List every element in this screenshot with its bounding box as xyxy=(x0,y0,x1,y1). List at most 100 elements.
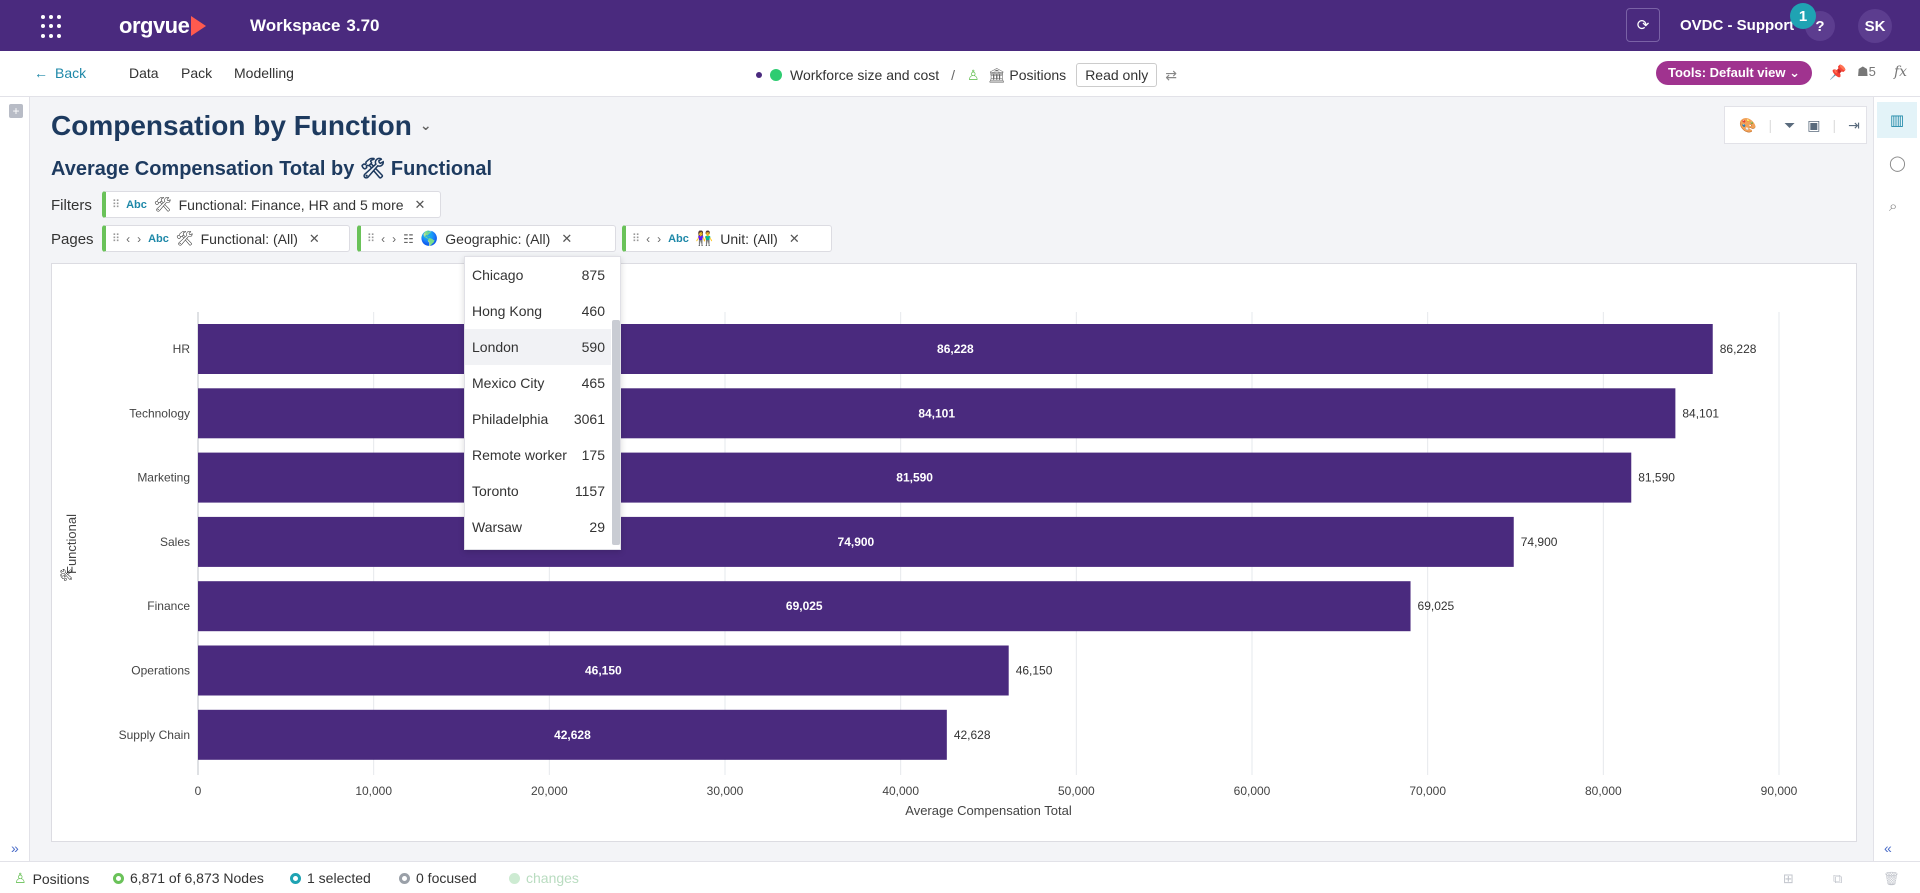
expand-left-icon[interactable]: » xyxy=(11,840,19,856)
chevron-left-icon[interactable]: ‹ xyxy=(126,231,131,246)
chevron-right-icon[interactable]: › xyxy=(137,231,142,246)
sync-icon: ⟳ xyxy=(1636,17,1650,34)
dropdown-item[interactable]: Hong Kong 460 xyxy=(465,293,611,329)
close-icon[interactable]: ✕ xyxy=(561,230,573,246)
dropdown-item[interactable]: Chicago 875 xyxy=(465,257,611,293)
palette-icon[interactable]: 🎨 xyxy=(1739,116,1757,133)
dropdown-item-name: Philadelphia xyxy=(472,411,549,427)
dropdown-scrollbar[interactable] xyxy=(612,320,620,545)
pin-icon[interactable]: 📌 xyxy=(1829,64,1847,80)
app-menu-icon[interactable] xyxy=(41,15,65,39)
bar-inner-label: 84,101 xyxy=(918,406,955,420)
trash-icon[interactable]: 🗑 xyxy=(1883,871,1900,886)
building-icon: 🏛 xyxy=(987,66,1006,83)
chevron-right-icon[interactable]: › xyxy=(657,231,662,246)
page-chip-unit[interactable]: ⠿ ‹ › Abc 👫 Unit: (All) ✕ xyxy=(622,225,832,252)
dropdown-item[interactable]: Mexico City 465 xyxy=(465,365,611,401)
chevron-down-icon[interactable]: ⌄ xyxy=(419,117,432,133)
page-chip-geographic[interactable]: ⠿ ‹ › ☷ 🌎 Geographic: (All) ✕ xyxy=(357,225,616,252)
toolbar-divider: | xyxy=(1832,117,1837,133)
bar xyxy=(198,709,947,760)
breadcrumb-dataset[interactable]: Workforce size and cost xyxy=(790,67,940,83)
dropdown-item[interactable]: Warsaw 29 xyxy=(465,509,611,545)
collapse-right-icon[interactable]: « xyxy=(1884,840,1892,856)
bar-inner-label: 69,025 xyxy=(786,599,823,613)
drag-handle-icon[interactable]: ⠿ xyxy=(632,233,640,245)
y-tick-label: Technology xyxy=(129,406,190,420)
fx-button[interactable]: fx xyxy=(1894,64,1908,80)
notification-badge[interactable]: 1 xyxy=(1790,3,1816,29)
close-icon[interactable]: ✕ xyxy=(414,196,426,212)
dropdown-item-count: 1157 xyxy=(574,483,605,499)
search-icon[interactable]: ⌕ xyxy=(1889,198,1898,215)
chart-toolbar: 🎨 | ⏷ ▣ | ⇥ xyxy=(1724,106,1867,144)
filter-chip-text: Functional: Finance, HR and 5 more xyxy=(178,196,404,213)
export-icon[interactable]: ⇥ xyxy=(1848,116,1860,133)
add-node-icon[interactable]: ⊞ xyxy=(1783,871,1794,886)
x-tick-label: 90,000 xyxy=(1761,784,1798,798)
chevron-right-icon[interactable]: › xyxy=(392,231,397,246)
dropdown-item-count: 460 xyxy=(581,303,605,319)
users-count: 5 xyxy=(1868,64,1876,79)
chart-view-icon[interactable]: ▥ xyxy=(1877,102,1917,138)
page-chip-functional[interactable]: ⠿ ‹ › Abc 🛠 Functional: (All) ✕ xyxy=(102,225,350,252)
page-title-text: Compensation by Function xyxy=(51,110,412,141)
users-button[interactable]: ☗5 xyxy=(1857,64,1876,80)
workspace-label: Workspace xyxy=(250,16,341,35)
list-sort-icon[interactable]: ☷ xyxy=(403,231,414,246)
bar xyxy=(198,388,1676,439)
breadcrumb-view[interactable]: Positions xyxy=(1009,67,1067,83)
tools-view-button[interactable]: Tools: Default view ⌄ xyxy=(1656,61,1813,85)
y-tick-label: Supply Chain xyxy=(119,728,190,742)
dropdown-item[interactable]: London 590 xyxy=(465,329,611,365)
bar xyxy=(198,645,1009,696)
copy-icon[interactable]: ⧉ xyxy=(1833,871,1843,886)
sync-button[interactable]: ⟳ xyxy=(1626,8,1660,42)
nav-data[interactable]: Data xyxy=(129,65,159,81)
breadcrumb: Workforce size and cost / ♙ 🏛 Positions … xyxy=(756,63,1177,87)
status-nodes[interactable]: 6,871 of 6,873 Nodes xyxy=(113,870,264,886)
refresh-icon[interactable]: ⇄ xyxy=(1165,66,1177,83)
subtitle-field: Functional xyxy=(390,158,493,180)
chart-subtitle: Average Compensation Total by 🛠 Function… xyxy=(51,156,492,181)
layers-icon[interactable]: ▣ xyxy=(1807,116,1821,133)
filter-chip-functional[interactable]: ⠿ Abc 🛠 Functional: Finance, HR and 5 mo… xyxy=(102,191,441,218)
dropdown-item[interactable]: Toronto 1157 xyxy=(465,473,611,509)
x-tick-label: 10,000 xyxy=(355,784,392,798)
chevron-left-icon[interactable]: ‹ xyxy=(381,231,386,246)
right-panel-strip xyxy=(1873,97,1920,861)
drag-handle-icon[interactable]: ⠿ xyxy=(112,233,120,245)
bar-inner-label: 81,590 xyxy=(896,471,933,485)
brand-logo[interactable]: orgvue xyxy=(119,13,207,39)
dropdown-item[interactable]: Remote worker 175 xyxy=(465,437,611,473)
left-panel-strip xyxy=(0,97,30,861)
dropdown-item-count: 175 xyxy=(581,447,605,463)
back-label: Back xyxy=(55,65,87,81)
status-focused[interactable]: 0 focused xyxy=(399,870,477,886)
status-selected[interactable]: 1 selected xyxy=(290,870,371,886)
chevron-left-icon[interactable]: ‹ xyxy=(646,231,651,246)
status-view[interactable]: ♙ Positions xyxy=(14,870,89,887)
add-panel-icon[interactable]: + xyxy=(9,104,23,118)
read-only-button[interactable]: Read only xyxy=(1076,63,1158,87)
nav-modelling[interactable]: Modelling xyxy=(234,65,294,81)
close-icon[interactable]: ✕ xyxy=(788,230,800,246)
circle-icon[interactable]: ◯ xyxy=(1889,155,1906,172)
back-button[interactable]: ← Back xyxy=(34,65,86,81)
page-title[interactable]: Compensation by Function ⌄ xyxy=(51,110,432,142)
geographic-dropdown: Chicago 875 Hong Kong 460 London 590 Mexico Ci… xyxy=(464,256,621,550)
dropdown-item-name: London xyxy=(472,339,519,355)
nav-pack[interactable]: Pack xyxy=(181,65,213,81)
tools-icon: 🛠 xyxy=(153,196,172,212)
bar-value-label: 81,590 xyxy=(1638,471,1675,485)
close-icon[interactable]: ✕ xyxy=(308,230,320,246)
drag-handle-icon[interactable]: ⠿ xyxy=(112,199,120,211)
dropdown-item[interactable]: Philadelphia 3061 xyxy=(465,401,611,437)
dropdown-item-count: 875 xyxy=(581,267,605,283)
status-changes[interactable]: changes xyxy=(509,870,579,886)
org-name[interactable]: OVDC - Support xyxy=(1680,17,1795,34)
filter-icon[interactable]: ⏷ xyxy=(1784,116,1796,133)
avatar[interactable]: SK xyxy=(1858,9,1892,43)
drag-handle-icon[interactable]: ⠿ xyxy=(367,233,375,245)
bar-inner-label: 46,150 xyxy=(585,664,622,678)
